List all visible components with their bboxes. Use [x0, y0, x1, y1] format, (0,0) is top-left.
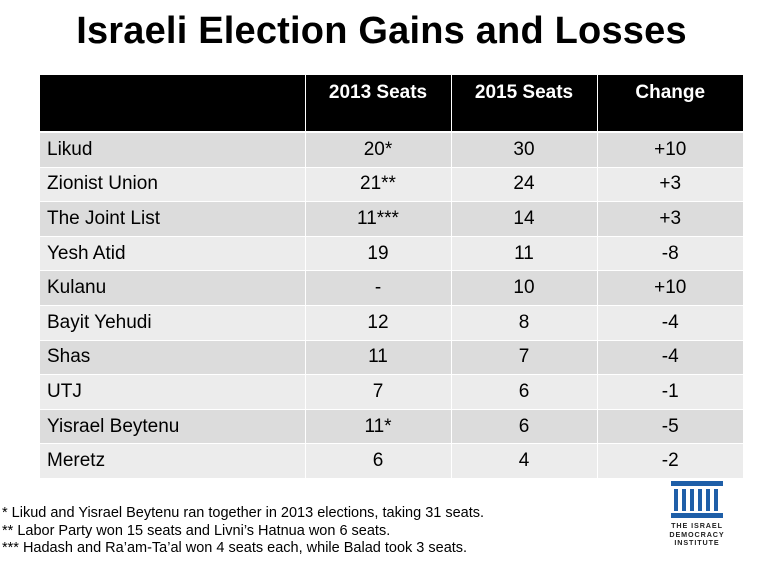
seats-2015: 8	[450, 305, 598, 341]
idi-logo: THE ISRAEL DEMOCRACY INSTITUTE	[664, 481, 730, 548]
party-name: Yesh Atid	[40, 236, 306, 272]
table-row: Zionist Union 21** 24 +3	[40, 167, 743, 203]
seat-change: -1	[596, 374, 743, 410]
seat-change: +3	[596, 201, 743, 237]
election-table: 2013 Seats 2015 Seats Change Likud 20* 3…	[40, 75, 743, 479]
seats-2015: 30	[450, 133, 598, 168]
table-row: Shas 11 7 -4	[40, 340, 743, 376]
seats-2013: 12	[304, 305, 452, 341]
logo-line: DEMOCRACY	[669, 529, 725, 539]
table-header-row: 2013 Seats 2015 Seats Change	[40, 75, 743, 131]
party-name: The Joint List	[40, 201, 306, 237]
seat-change: -5	[596, 409, 743, 445]
footnote: ** Labor Party won 15 seats and Livni’s …	[2, 522, 391, 539]
party-name: UTJ	[40, 374, 306, 410]
seats-2015: 24	[450, 167, 598, 203]
seats-2015: 7	[450, 340, 598, 376]
seat-change: -8	[596, 236, 743, 272]
page-title: Israeli Election Gains and Losses	[76, 10, 687, 52]
footnote: * Likud and Yisrael Beytenu ran together…	[2, 505, 485, 521]
party-name: Bayit Yehudi	[40, 305, 306, 341]
seats-2013: 11	[304, 340, 452, 376]
seat-change: +10	[596, 270, 743, 306]
seats-2015: 14	[450, 201, 598, 237]
pillared-building-icon	[671, 481, 723, 518]
party-name: Yisrael Beytenu	[40, 409, 306, 445]
table-row: UTJ 7 6 -1	[40, 374, 743, 410]
table-row: Kulanu - 10 +10	[40, 270, 743, 306]
seats-2015: 4	[450, 443, 598, 479]
seats-2015: 6	[450, 374, 598, 410]
table-row: Meretz 6 4 -2	[40, 443, 743, 479]
seats-2013: 19	[304, 236, 452, 272]
seats-2013: 11***	[304, 201, 452, 237]
table-row: Bayit Yehudi 12 8 -4	[40, 305, 743, 341]
party-name: Shas	[40, 340, 306, 376]
party-name: Kulanu	[40, 270, 306, 306]
seats-2013: 20*	[304, 133, 452, 168]
logo-line: THE ISRAEL	[671, 521, 723, 530]
seat-change: +3	[596, 167, 743, 203]
table-row: Yisrael Beytenu 11* 6 -5	[40, 409, 743, 445]
seat-change: -2	[596, 443, 743, 479]
logo-line: INSTITUTE	[674, 538, 720, 548]
seats-2015: 6	[450, 409, 598, 445]
seats-2013: 7	[304, 374, 452, 410]
table-row: Likud 20* 30 +10	[40, 133, 743, 168]
seats-2015: 11	[450, 236, 598, 272]
seats-2013: 21**	[304, 167, 452, 203]
table-row: The Joint List 11*** 14 +3	[40, 201, 743, 237]
seats-2013: 6	[304, 443, 452, 479]
header-2013-seats: 2013 Seats	[304, 75, 452, 131]
footnotes: * Likud and Yisrael Beytenu ran together…	[2, 505, 484, 558]
seat-change: -4	[596, 305, 743, 341]
party-name: Likud	[40, 133, 306, 168]
party-name: Meretz	[40, 443, 306, 479]
seats-2013: -	[304, 270, 452, 306]
header-change: Change	[596, 75, 743, 131]
footnote: *** Hadash and Ra’am-Ta’al won 4 seats e…	[2, 540, 468, 556]
seat-change: -4	[596, 340, 743, 376]
seat-change: +10	[596, 133, 743, 168]
party-name: Zionist Union	[40, 167, 306, 203]
table-row: Yesh Atid 19 11 -8	[40, 236, 743, 272]
seats-2015: 10	[450, 270, 598, 306]
header-2015-seats: 2015 Seats	[450, 75, 598, 131]
seats-2013: 11*	[304, 409, 452, 445]
header-party	[40, 75, 306, 131]
